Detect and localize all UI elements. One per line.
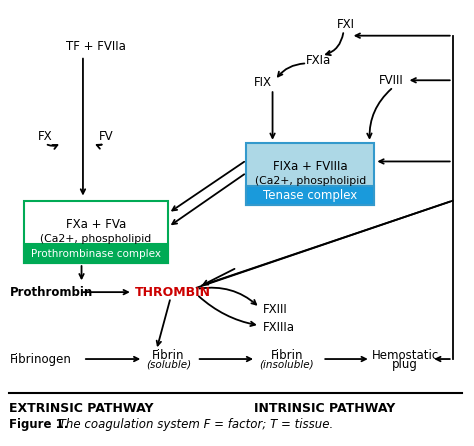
Text: INTRINSIC PATHWAY: INTRINSIC PATHWAY (254, 401, 395, 415)
Text: FVIII: FVIII (379, 74, 403, 87)
Text: EXTRINSIC PATHWAY: EXTRINSIC PATHWAY (9, 401, 154, 415)
Text: FIXa + FVIIIa: FIXa + FVIIIa (273, 160, 348, 173)
FancyArrowPatch shape (172, 162, 244, 211)
FancyArrowPatch shape (436, 357, 450, 361)
Text: plug: plug (392, 358, 418, 371)
FancyArrowPatch shape (270, 92, 275, 138)
Text: FXIIIa: FXIIIa (263, 321, 295, 334)
FancyBboxPatch shape (24, 201, 168, 263)
FancyArrowPatch shape (278, 63, 304, 77)
Text: FX: FX (38, 129, 52, 143)
FancyArrowPatch shape (81, 58, 85, 194)
Text: THROMBIN: THROMBIN (135, 285, 211, 299)
Text: (insoluble): (insoluble) (259, 359, 314, 369)
FancyArrowPatch shape (200, 357, 251, 361)
Text: FIX: FIX (254, 76, 272, 89)
Text: Hemostatic: Hemostatic (372, 349, 439, 363)
FancyArrowPatch shape (326, 33, 343, 55)
FancyBboxPatch shape (24, 244, 168, 263)
FancyArrowPatch shape (325, 357, 366, 361)
Text: Fibrin: Fibrin (152, 349, 184, 363)
FancyArrowPatch shape (203, 269, 235, 285)
Text: Tenase complex: Tenase complex (264, 189, 357, 202)
FancyArrowPatch shape (47, 145, 57, 149)
Text: (soluble): (soluble) (146, 359, 191, 369)
Text: FXIII: FXIII (263, 303, 288, 317)
FancyArrowPatch shape (200, 288, 256, 305)
Text: Fibrin: Fibrin (271, 349, 303, 363)
Text: FV: FV (100, 129, 114, 143)
FancyArrowPatch shape (411, 78, 450, 83)
FancyArrowPatch shape (379, 159, 450, 164)
FancyArrowPatch shape (367, 89, 392, 138)
FancyArrowPatch shape (157, 300, 170, 346)
FancyArrowPatch shape (199, 296, 255, 326)
Text: FXI: FXI (337, 18, 355, 31)
FancyArrowPatch shape (356, 33, 450, 38)
Text: (Ca2+, phospholipid: (Ca2+, phospholipid (40, 235, 152, 244)
Text: Fibrinogen: Fibrinogen (9, 352, 72, 366)
FancyArrowPatch shape (86, 357, 138, 361)
Text: (Ca2+, phospholipid: (Ca2+, phospholipid (255, 177, 366, 186)
FancyBboxPatch shape (246, 143, 374, 205)
Text: Prothrombinase complex: Prothrombinase complex (31, 249, 161, 259)
FancyArrowPatch shape (79, 266, 84, 278)
Text: Prothrombin: Prothrombin (9, 285, 93, 299)
FancyBboxPatch shape (246, 186, 374, 205)
FancyArrowPatch shape (172, 174, 244, 224)
Text: Figure 1.: Figure 1. (9, 418, 69, 431)
FancyArrowPatch shape (83, 290, 128, 294)
FancyArrowPatch shape (202, 202, 450, 285)
Text: FXa + FVa: FXa + FVa (66, 218, 126, 231)
Text: The coagulation system F = factor; T = tissue.: The coagulation system F = factor; T = t… (55, 418, 333, 431)
FancyArrowPatch shape (97, 145, 102, 149)
Text: TF + FVIIa: TF + FVIIa (66, 40, 126, 54)
Text: FXIa: FXIa (306, 54, 331, 67)
